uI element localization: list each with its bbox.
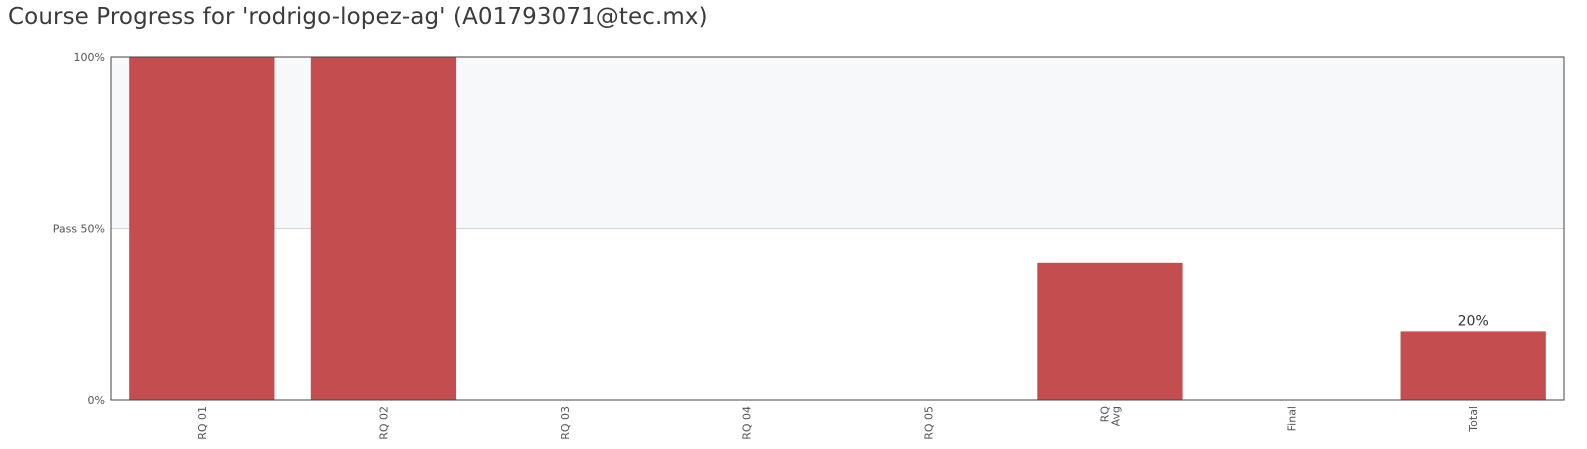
data-labels: 20% [1458,313,1489,329]
x-tick-label-line: RQ 05 [922,406,935,440]
bar[interactable] [129,57,275,400]
x-tick-label-line: Total [1467,406,1480,433]
x-tick-label-line: RQ 03 [559,406,572,440]
x-tick-label-line: RQ [1098,406,1111,423]
x-tick-label-line: RQ 04 [741,406,754,440]
x-tick-label-line: Avg [1109,406,1122,426]
bar[interactable] [1400,331,1546,400]
x-tick-label-line: Final [1286,406,1299,431]
bar[interactable] [1037,262,1183,400]
x-category-labels: RQ 01 RQ 02 RQ 03 RQ 04 RQ 05 RQAvg Final Total [196,406,1480,440]
x-tick-label: RQ 02 [377,406,390,440]
y-tick-label: 100% [74,51,105,64]
y-tick-labels: 0% Pass 50% 100% [53,51,105,407]
x-tick-label-line: RQ 02 [377,406,390,440]
bar[interactable] [310,57,457,400]
x-tick-label: RQ 01 [196,406,209,440]
x-tick-label: Final [1286,406,1299,431]
y-tick-label: Pass 50% [53,223,105,236]
x-tick-label-line: RQ 01 [196,406,209,440]
x-tick-label: Total [1467,406,1480,433]
chart-title: Course Progress for 'rodrigo-lopez-ag' (… [8,4,708,30]
data-label: 20% [1458,313,1489,329]
y-tick-label: 0% [88,394,105,407]
plot-frame [110,56,1565,401]
x-tick-label: RQAvg [1098,406,1122,427]
x-tick-label: RQ 05 [922,406,935,440]
x-tick-label: RQ 03 [559,406,572,440]
axes-group [110,56,1565,401]
x-tick-label: RQ 04 [741,406,754,440]
bars-group [129,57,1546,400]
